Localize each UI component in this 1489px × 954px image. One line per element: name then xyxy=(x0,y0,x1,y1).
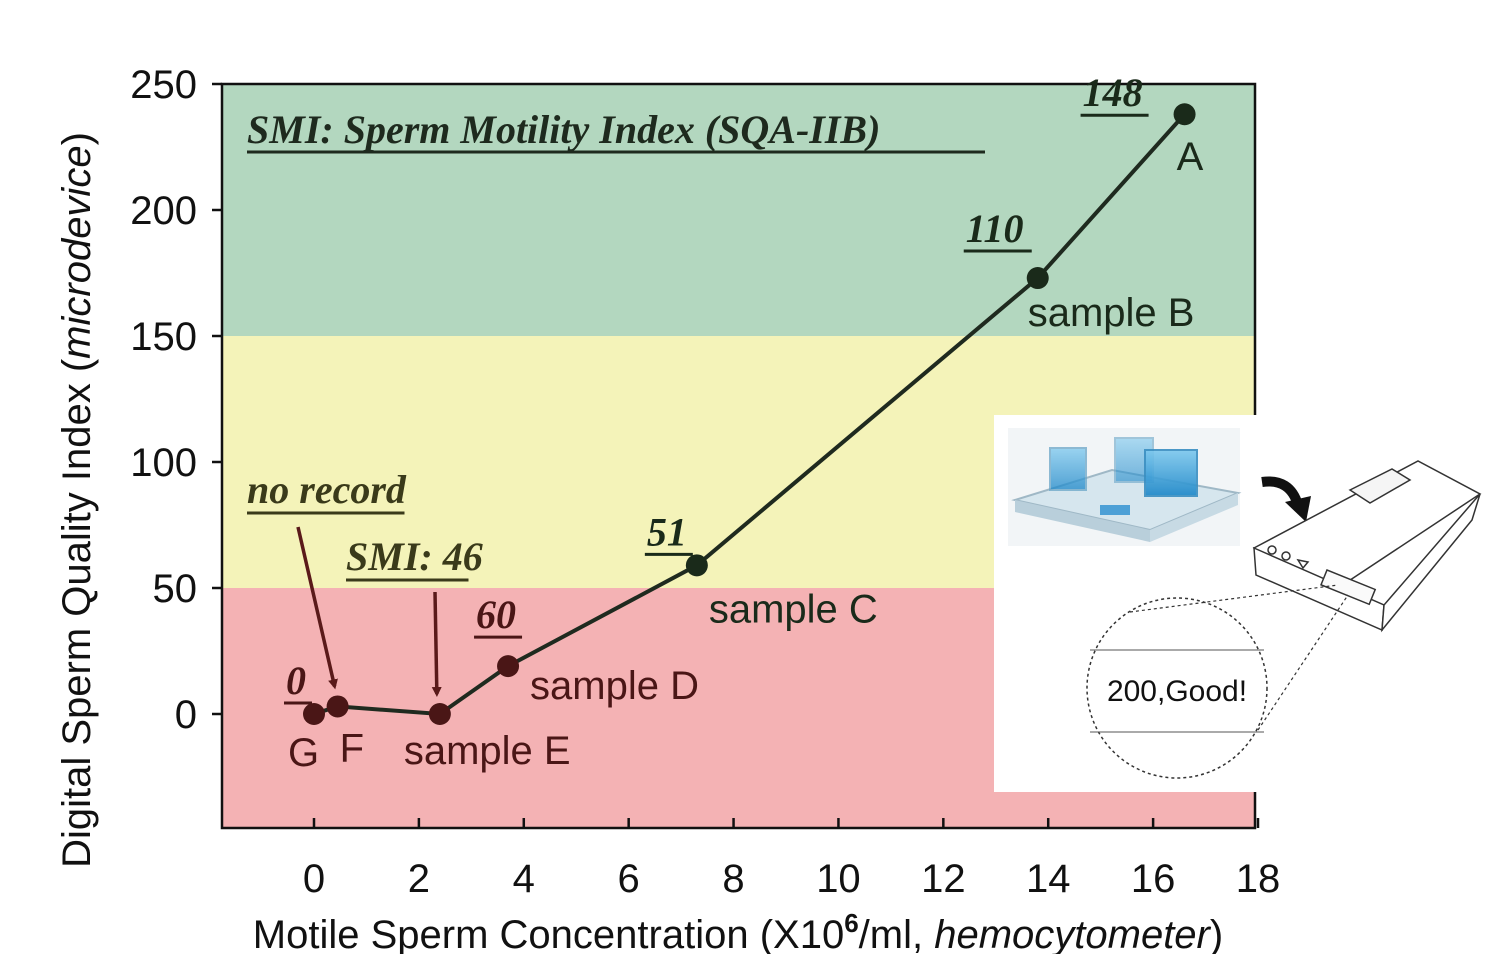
data-point xyxy=(497,655,520,678)
smi-value-label: 60 xyxy=(476,592,516,637)
y-axis-label-end: ) xyxy=(55,132,99,145)
y-tick-label: 250 xyxy=(130,63,197,107)
annotation-label: SMI: 46 xyxy=(346,534,483,579)
smi-value-label: 148 xyxy=(1083,70,1143,115)
point-label: sample B xyxy=(1028,291,1195,335)
chart-title: SMI: Sperm Motility Index (SQA-IIB) xyxy=(247,107,880,152)
point-label: A xyxy=(1177,135,1204,179)
data-point xyxy=(685,554,708,577)
x-tick-label: 18 xyxy=(1236,857,1281,901)
reader-device-drawing xyxy=(1252,460,1482,633)
x-tick-label: 16 xyxy=(1131,857,1176,901)
y-tick-label: 0 xyxy=(175,693,197,737)
x-tick-label: 2 xyxy=(408,857,430,901)
point-label: F xyxy=(340,726,364,770)
data-point xyxy=(1173,103,1196,126)
x-tick-label: 14 xyxy=(1026,857,1071,901)
display-magnifier: 200,Good! xyxy=(1086,584,1349,779)
data-point xyxy=(1026,267,1049,290)
x-axis-label-main: Motile Sperm Concentration (X10 xyxy=(253,913,844,954)
y-tick-label: 150 xyxy=(130,315,197,359)
x-tick-label: 10 xyxy=(816,857,861,901)
point-label: sample D xyxy=(530,664,699,708)
x-axis-label-unit: /ml, xyxy=(859,913,935,954)
axes: 0 50 100 150 200 250 0 2 4 6 8 10 12 14 16 18 xyxy=(130,63,1280,901)
band-0 xyxy=(222,84,1255,336)
y-tick-label: 200 xyxy=(130,189,197,233)
smi-value-label: 51 xyxy=(647,509,687,554)
data-point xyxy=(428,703,451,725)
x-axis-label: Motile Sperm Concentration (X106/ml, hem… xyxy=(253,908,1223,954)
y-tick-label: 100 xyxy=(130,441,197,485)
y-tick-label: 50 xyxy=(153,567,198,611)
device-inset: 200,Good! xyxy=(994,415,1482,792)
smi-value-label: 110 xyxy=(966,206,1024,251)
data-point xyxy=(326,695,349,718)
x-tick-label: 12 xyxy=(921,857,966,901)
data-point xyxy=(303,703,325,725)
smi-value-label: 0 xyxy=(286,658,306,703)
point-label: sample C xyxy=(709,587,878,631)
x-axis-label-superscript: 6 xyxy=(844,908,858,938)
x-tick-label: 8 xyxy=(722,857,744,901)
x-tick-label: 4 xyxy=(513,857,535,901)
y-axis-label-italic: microdevice xyxy=(55,145,99,358)
x-axis-label-italic: hemocytometer xyxy=(934,913,1211,954)
x-axis-label-end: ) xyxy=(1210,913,1223,954)
x-tick-label: 0 xyxy=(303,857,325,901)
y-axis-label-main: Digital Sperm Quality Index ( xyxy=(55,358,99,868)
annotation-arrow xyxy=(431,591,442,697)
point-label: sample E xyxy=(404,729,571,773)
point-label: G xyxy=(288,731,319,775)
data-line-layer xyxy=(303,103,1196,725)
annotation-arrow xyxy=(296,526,338,690)
microdevice-photo xyxy=(1008,428,1242,546)
y-axis-label: Digital Sperm Quality Index (microdevice… xyxy=(55,132,99,868)
x-tick-label: 6 xyxy=(618,857,640,901)
annotation-label: no record xyxy=(247,467,407,512)
display-readout: 200,Good! xyxy=(1107,675,1247,708)
